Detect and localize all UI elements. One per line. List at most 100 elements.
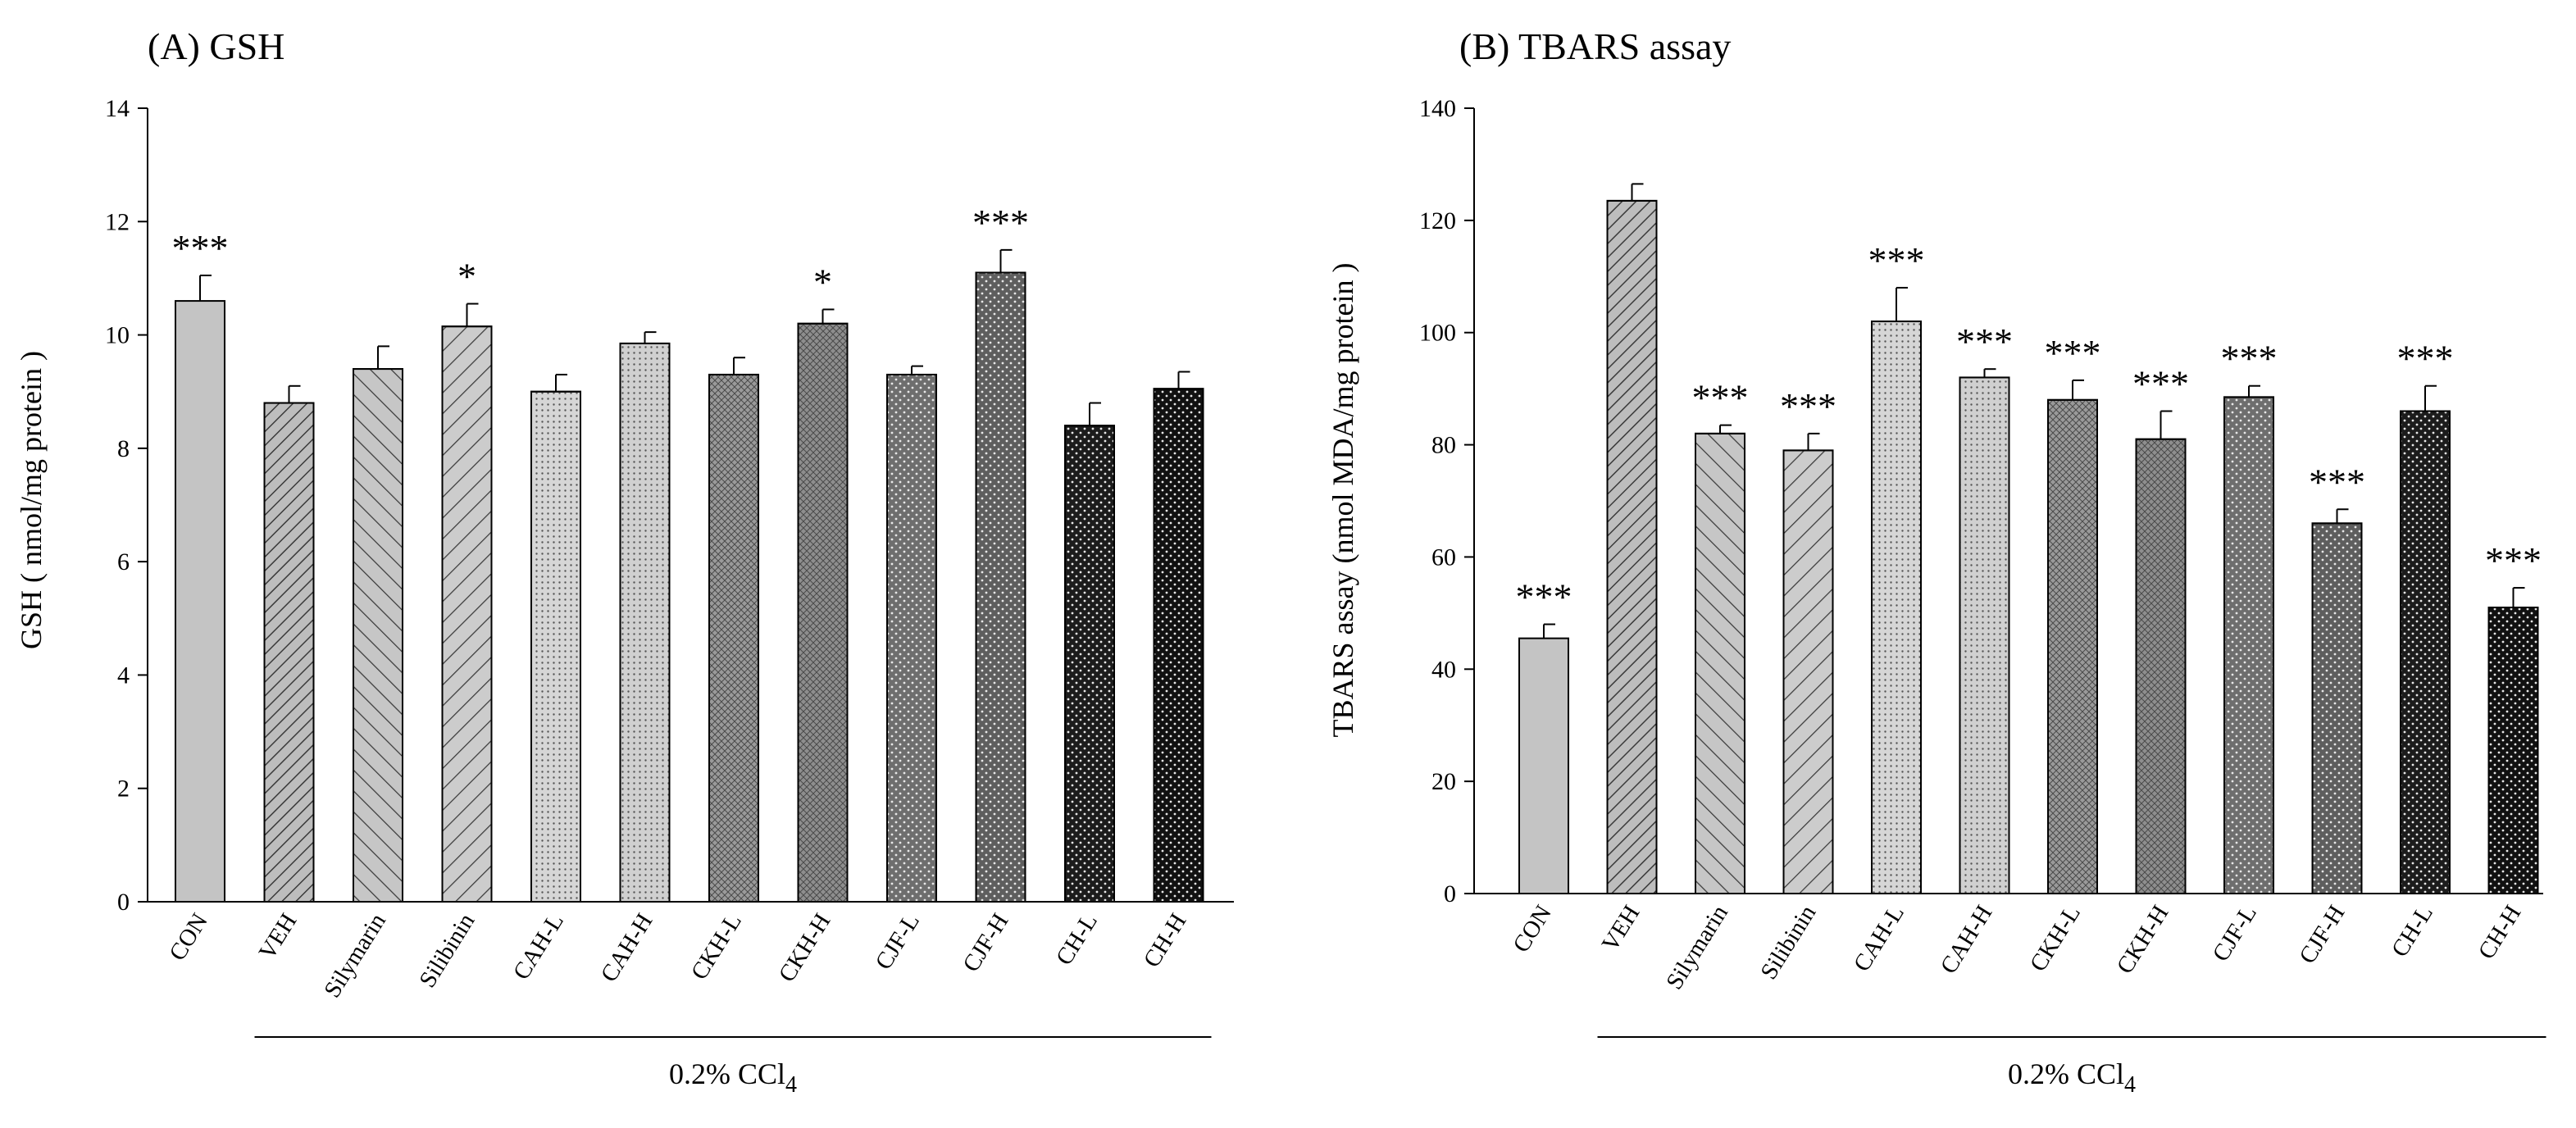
panel-b-y-tick-label: 140 [1419,95,1456,122]
panel-b-bar-pattern [2311,522,2363,894]
panel-a-title: (A) GSH [148,25,284,67]
panel-a-bar-pattern [975,271,1026,903]
panel-b-group-label: 0.2% CCl4 [2008,1058,2136,1098]
panel-b-bar-pattern [1606,199,1658,894]
panel-b-bar-pattern [2047,398,2098,895]
panel-b-category-label: Silymarin [1661,900,1733,994]
panel-b-significance-mark: *** [1956,321,2013,362]
panel-a-y-tick-label: 6 [117,548,130,575]
panel-a-y-tick-label: 10 [105,322,130,349]
panel-b-significance-mark: *** [1516,576,1572,618]
panel-b-significance-mark: *** [2309,461,2365,503]
panel-a-y-tick-label: 0 [117,889,130,916]
panel-a-category-label: CH-H [1139,909,1192,972]
panel-b-y-tick-label: 100 [1419,320,1456,347]
panel-b-category-label: VEH [1597,901,1645,957]
panel-a-bar-pattern [1064,425,1115,903]
panel-a-y-tick-label: 4 [117,662,130,689]
panel-a-group-label: 0.2% CCl4 [669,1058,797,1098]
panel-a-bar-pattern [619,342,671,903]
panel-b-significance-mark: *** [1692,377,1749,419]
panel-b-tbars: (B) TBARS assay TBARS assay (nmol MDA/mg… [1327,25,2546,1098]
panel-b-significance-mark: *** [1868,239,1925,281]
panel-a-category-label: VEH [254,909,303,965]
panel-b-significance-mark: *** [2045,332,2101,374]
panel-a-bar-pattern [1153,388,1204,903]
panel-b-title: (B) TBARS assay [1459,25,1731,67]
panel-a-category-labels: CON VEH Silymarin Silibinin CAH-L CAH-H CKH-L C… [164,908,1191,1002]
panel-b-y-tick-label: 20 [1431,768,1456,795]
panel-b-bar-pattern [2223,396,2274,894]
panel-a-bar-pattern [263,402,315,903]
panel-a-bar-pattern [886,373,937,903]
panel-a-significance-marks: **** **** [172,202,1030,303]
panel-a-bar-pattern [530,390,581,903]
panel-b-y-ticks: 0 20 40 60 80 100 120 140 [1419,95,1474,907]
panel-a-category-label: Silymarin [319,908,391,1002]
panel-b-significance-mark: *** [2485,539,2542,581]
panel-b-significance-mark: *** [2397,338,2454,380]
panel-b-category-label: CAH-H [1936,901,1998,979]
panel-a-bar-pattern [797,322,849,903]
panel-b-category-label: CJF-L [2208,901,2262,967]
panel-b-y-tick-label: 60 [1431,544,1456,571]
panel-a-y-tick-label: 2 [117,776,130,803]
panel-b-bar-pattern [1871,321,1922,894]
panel-a-error-bars [199,248,1190,426]
panel-b-y-tick-label: 80 [1431,432,1456,459]
panel-a-bar-pattern [441,325,493,903]
panel-a-category-label: CH-L [1051,909,1103,970]
panel-a-significance-mark: * [813,261,832,302]
panel-b-category-label: CH-H [2474,901,2527,964]
panel-b-y-tick-label: 40 [1431,656,1456,683]
panel-a-category-label: CON [164,909,213,966]
panel-b-y-axis-label: TBARS assay (nmol MDA/mg protein ) [1327,263,1359,738]
panel-a-bar-pattern [353,368,403,903]
panel-b-bar-pattern [1959,376,2010,894]
panel-b-category-label: CON [1508,901,1557,957]
panel-a-bar-pattern [708,373,759,903]
panel-a-category-label: CJF-L [871,909,925,975]
panel-a-category-label: CKH-H [774,909,836,987]
panel-b-bar-pattern [1782,449,1834,894]
panel-a-significance-mark: * [457,256,476,298]
panel-a-bars [175,271,1204,903]
panel-b-significance-mark: *** [1780,385,1836,427]
panel-a-y-tick-label: 12 [105,208,130,235]
panel-a-category-label: Silibinin [414,908,480,992]
panel-b-category-label: CJF-H [2294,901,2350,969]
panel-b-bars [1518,199,2539,895]
panel-b-significance-mark: *** [2221,338,2278,380]
panel-a-category-label: CKH-L [686,909,747,985]
panel-b-significance-mark: *** [2132,363,2189,405]
panel-b-bar-pattern [2487,607,2539,894]
panel-a-category-label: CAH-H [596,909,658,987]
panel-a-gsh: (A) GSH GSH ( nmol/mg protein ) 0 2 4 6 8 10 1… [15,25,1234,1098]
panel-a-category-label: CJF-H [958,909,1013,977]
panel-b-significance-marks: *** *** *** *** *** *** *** *** *** *** *** [1516,239,2542,618]
panel-b-bar-pattern [1695,432,1745,894]
panel-a-y-axis-label: GSH ( nmol/mg protein ) [15,351,48,649]
panel-a-significance-mark: *** [972,202,1029,243]
panel-a-axes [147,108,1234,903]
panel-b-bar [1518,637,1569,895]
panel-b-bar-pattern [2135,438,2187,894]
panel-b-y-tick-label: 120 [1419,207,1456,234]
panel-b-y-tick-label: 0 [1444,880,1456,907]
panel-a-bar [175,300,225,903]
panel-a-category-label: CAH-L [508,909,569,985]
panel-b-category-label: CH-L [2387,901,2438,962]
panel-a-y-ticks: 0 2 4 6 8 10 12 14 [105,95,148,916]
panel-b-category-label: Silibinin [1755,900,1821,984]
panel-b-category-label: CAH-L [1849,901,1909,976]
panel-a-y-tick-label: 14 [105,95,130,122]
panel-a-y-tick-label: 8 [117,435,130,462]
panel-b-bar-pattern [2400,410,2451,894]
panel-b-category-label: CKH-L [2025,901,2086,976]
panel-b-error-bars [1543,183,2525,639]
panel-a-significance-mark: *** [172,227,229,269]
panel-b-category-labels: CON VEH Silymarin Silibinin CAH-L CAH-H CKH-L C… [1508,900,2526,994]
panel-b-category-label: CKH-H [2112,901,2174,979]
